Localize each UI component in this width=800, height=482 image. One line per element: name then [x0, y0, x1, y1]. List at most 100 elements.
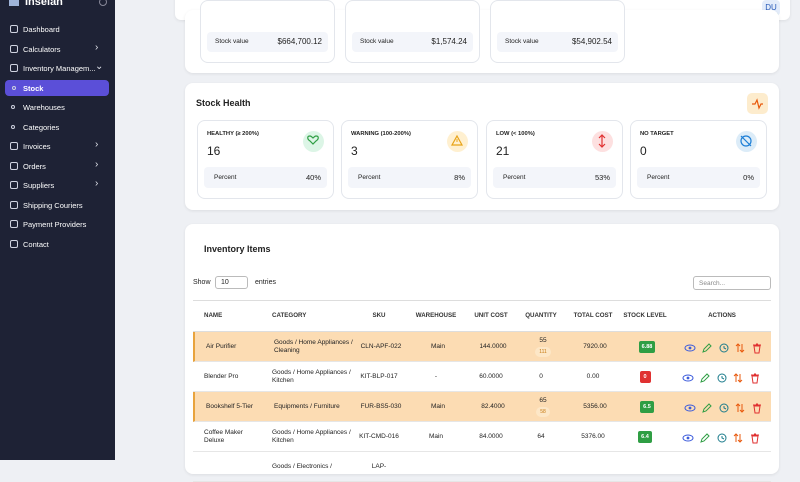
menu-label: Stock [23, 83, 44, 93]
action-delete[interactable] [749, 431, 761, 444]
cell-category: Goods / Home Appliances / Cleaning [274, 332, 356, 362]
cell-quantity: 65 58 [520, 392, 566, 422]
cell-total-cost: 7920.00 [572, 332, 618, 362]
menu-item[interactable]: Inventory Managem... ⌄ [0, 60, 115, 76]
action-adjust[interactable] [732, 431, 744, 443]
action-adjust[interactable] [734, 401, 746, 413]
column-header: QUANTITY [525, 312, 557, 319]
percent-value: 0% [743, 173, 754, 182]
action-history[interactable] [716, 431, 728, 443]
category: Equipments / Furniture [274, 403, 340, 410]
entries-label: entries [255, 279, 277, 286]
column-header: NAME [204, 312, 223, 319]
action-edit[interactable] [701, 341, 713, 353]
menu-item[interactable]: Contact [0, 236, 115, 252]
cell-category: Goods / Home Appliances / Kitchen [272, 422, 354, 452]
bullet [11, 105, 15, 109]
stock-value-card: Stock value $1,574.24 [345, 0, 480, 63]
action-edit[interactable] [701, 401, 713, 413]
cell-warehouse: Main [413, 392, 463, 422]
menu-label: Payment Providers [23, 220, 87, 229]
action-history[interactable] [716, 371, 728, 383]
cell-total-cost: 5356.00 [572, 392, 618, 422]
action-view[interactable] [682, 431, 694, 443]
warehouse: Main [430, 403, 446, 410]
action-edit[interactable] [699, 431, 711, 443]
menu-label: Inventory Managem... [23, 64, 96, 73]
menu-label: Categories [23, 122, 60, 132]
icon-glyph [734, 433, 743, 443]
action-adjust[interactable] [732, 371, 744, 383]
icon-glyph [753, 403, 762, 414]
chevron: › [95, 139, 99, 150]
page-size-select[interactable]: 10 [215, 276, 248, 289]
cell-category: Goods / Electronics / [272, 452, 354, 482]
collapse-button[interactable] [99, 0, 107, 6]
action-delete[interactable] [751, 401, 763, 414]
stock-value-label: Stock value [215, 38, 249, 45]
menu-item[interactable]: Payment Providers [0, 216, 115, 232]
menu-icon [10, 239, 18, 248]
health-card: HEALTHY (≥ 200%) 16 Percent 40% [197, 120, 334, 199]
action-history[interactable] [718, 341, 730, 353]
health-footer: Percent 40% [204, 167, 327, 188]
menu-item[interactable]: Shipping Couriers [0, 197, 115, 213]
icon-glyph [719, 403, 729, 413]
health-label: WARNING (100-200%) [351, 131, 411, 137]
action-history[interactable] [718, 401, 730, 413]
divider [193, 300, 771, 301]
action-view[interactable] [682, 371, 694, 383]
health-icon [303, 131, 324, 152]
action-view[interactable] [684, 401, 696, 413]
action-adjust[interactable] [734, 341, 746, 353]
panel-title: Inventory Items [204, 244, 271, 254]
menu-icon [10, 142, 18, 150]
bullet [12, 85, 16, 90]
table-row: Coffee Maker Deluxe Goods / Home Applianc… [193, 422, 771, 452]
chevron: › [95, 41, 99, 53]
health-card: LOW (< 100%) 21 Percent 53% [486, 120, 623, 199]
category: Goods / Home Appliances / Kitchen [272, 429, 351, 444]
health-footer: Percent 8% [348, 167, 471, 188]
unit-cost: 60.0000 [479, 373, 503, 380]
menu-item[interactable]: Warehouses [0, 99, 115, 115]
action-view[interactable] [684, 341, 696, 353]
stock-value-footer: Stock value $1,574.24 [352, 32, 473, 52]
action-delete[interactable] [749, 371, 761, 384]
cell-sku: KIT-BLP-017 [355, 362, 403, 392]
menu-item[interactable]: Suppliers › [0, 177, 115, 193]
health-count: 3 [351, 144, 358, 158]
column-header: SKU [372, 312, 386, 319]
menu-item[interactable]: Invoices › [0, 138, 115, 154]
table-header: NAME CATEGORY SKU WAREHOUSE UNIT COST QUANTIT… [193, 300, 771, 332]
menu-item[interactable]: Calculators › [0, 41, 115, 57]
menu-item[interactable]: Categories [0, 119, 115, 135]
column-header: UNIT COST [474, 312, 508, 319]
action-edit[interactable] [699, 371, 711, 383]
menu-item[interactable]: Orders › [0, 158, 115, 174]
column-header: STOCK LEVEL [623, 312, 667, 319]
cell-unit-cost [468, 452, 514, 482]
action-delete[interactable] [751, 341, 763, 354]
health-card: NO TARGET 0 Percent 0% [630, 120, 767, 199]
menu-item[interactable]: Dashboard [0, 21, 115, 37]
warehouse: Main [428, 433, 444, 440]
total-cost: 5376.00 [581, 433, 605, 440]
category: Goods / Home Appliances / Cleaning [274, 339, 353, 354]
percent-value: 53% [594, 173, 610, 182]
quantity: 65 [539, 397, 547, 404]
cell-name [204, 452, 264, 482]
icon-glyph [734, 373, 743, 383]
search-input[interactable]: Search... [693, 276, 771, 290]
unit-cost: 82.4000 [481, 403, 505, 410]
stock-value-card: Stock value $664,700.12 [200, 0, 335, 63]
health-icon [592, 131, 613, 152]
table-row: Blender Pro Goods / Home Appliances / Kit… [193, 362, 771, 392]
health-count: 21 [496, 144, 510, 158]
menu-item[interactable]: Stock [5, 79, 109, 96]
cell-total-cost: 0.00 [570, 362, 616, 392]
health-icon [447, 131, 468, 152]
chevron: › [95, 158, 99, 170]
stock-value-card: Stock value $54,902.54 [490, 0, 625, 63]
cell-stock-level: 6.4 [621, 422, 669, 452]
